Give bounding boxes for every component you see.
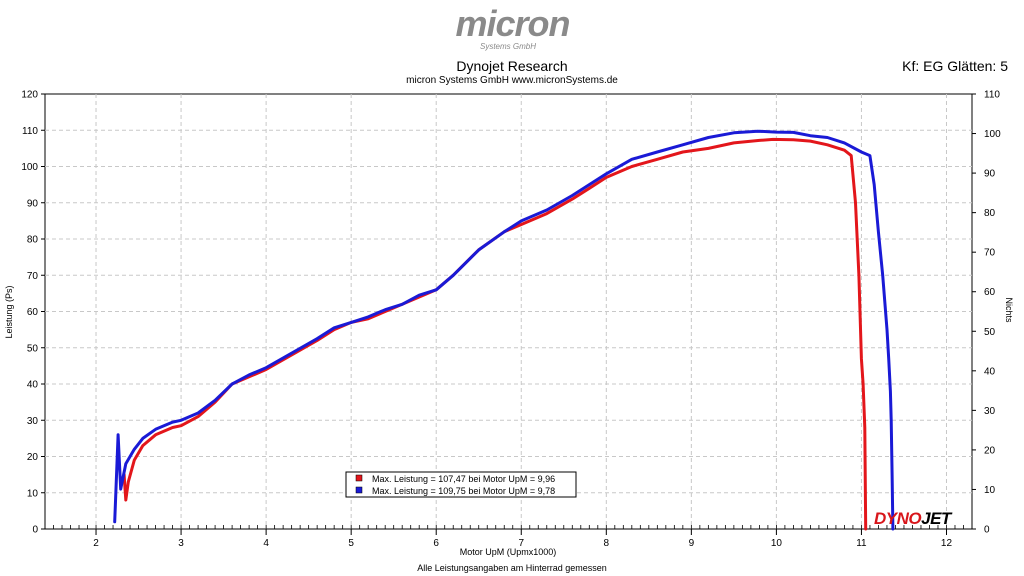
dynojet-logo-left: DYNO [874, 509, 922, 528]
y2-tick-label: 60 [984, 287, 996, 298]
y-tick-label: 30 [27, 416, 39, 427]
y2-tick-label: 100 [984, 129, 1001, 140]
dynojet-logo: DYNOJET [874, 509, 951, 529]
y2-tick-label: 110 [984, 90, 1000, 101]
x-tick-label: 10 [771, 538, 783, 549]
smoothing-label: Kf: EG Glätten: 5 [902, 58, 1008, 74]
chart-subtitle: micron Systems GmbH www.micronSystems.de [406, 75, 618, 86]
y2-axis-title: Nichts [1004, 297, 1014, 323]
chart-title: Dynojet Research [456, 58, 568, 74]
y2-tick-label: 90 [984, 169, 996, 180]
x-tick-label: 6 [433, 538, 439, 549]
legend-label-run2: Max. Leistung = 109,75 bei Motor UpM = 9… [372, 486, 555, 496]
y2-tick-label: 30 [984, 406, 996, 417]
legend-box [345, 471, 577, 498]
x-tick-label: 5 [348, 538, 354, 549]
y-tick-label: 120 [21, 90, 38, 101]
x-axis-ticks: 2 3 4 5 6 7 8 9 10 11 12 [93, 529, 952, 549]
logo-subtext: Systems GmbH [479, 42, 536, 51]
y-tick-label: 10 [27, 488, 39, 499]
y-tick-label: 110 [22, 126, 38, 137]
legend-label-run1: Max. Leistung = 107,47 bei Motor UpM = 9… [372, 474, 555, 484]
x-tick-label: 12 [941, 538, 953, 549]
y2-tick-label: 80 [984, 208, 996, 219]
x-tick-label: 4 [263, 538, 269, 549]
x-tick-label: 11 [856, 538, 867, 549]
x-tick-label: 8 [604, 538, 610, 549]
legend-swatch-run1 [355, 474, 363, 482]
legend: Max. Leistung = 107,47 bei Motor UpM = 9… [345, 471, 577, 498]
y-tick-label: 100 [21, 162, 38, 173]
logo-wordmark: micron [455, 3, 570, 44]
y2-axis-ticks: 0 10 20 30 40 50 60 70 80 90 100 110 [972, 90, 1001, 536]
y2-tick-label: 50 [984, 327, 996, 338]
y-tick-label: 40 [27, 380, 39, 391]
y2-tick-label: 0 [984, 525, 990, 536]
x-tick-label: 2 [93, 538, 99, 549]
legend-swatch-run2 [355, 486, 363, 494]
x-tick-label: 7 [518, 538, 524, 549]
y-axis-title: Leistung (Ps) [4, 285, 14, 338]
y-tick-label: 90 [27, 198, 39, 209]
y-tick-label: 60 [27, 307, 39, 318]
grid-lines [45, 94, 972, 529]
x-tick-label: 9 [689, 538, 695, 549]
y2-tick-label: 70 [984, 248, 996, 259]
y-tick-label: 0 [32, 525, 38, 536]
y2-tick-label: 40 [984, 366, 996, 377]
y-tick-label: 50 [27, 343, 39, 354]
y-tick-label: 70 [27, 271, 39, 282]
y2-tick-label: 20 [984, 445, 996, 456]
y2-tick-label: 10 [984, 485, 996, 496]
series-line-run2 [113, 129, 895, 531]
minor-ticks [44, 525, 973, 529]
x-tick-label: 3 [178, 538, 184, 549]
micron-logo: micron Systems GmbH [445, 4, 580, 54]
dynojet-logo-right: JET [921, 509, 951, 528]
footnote: Alle Leistungsangaben am Hinterrad gemes… [417, 563, 607, 573]
x-axis-title: Motor UpM (Upmx1000) [460, 547, 557, 557]
y-tick-label: 80 [27, 235, 39, 246]
y-tick-label: 20 [27, 452, 39, 463]
y-axis-ticks: 0 10 20 30 40 50 60 70 80 90 100 110 120 [21, 90, 45, 536]
series-group [113, 129, 895, 531]
